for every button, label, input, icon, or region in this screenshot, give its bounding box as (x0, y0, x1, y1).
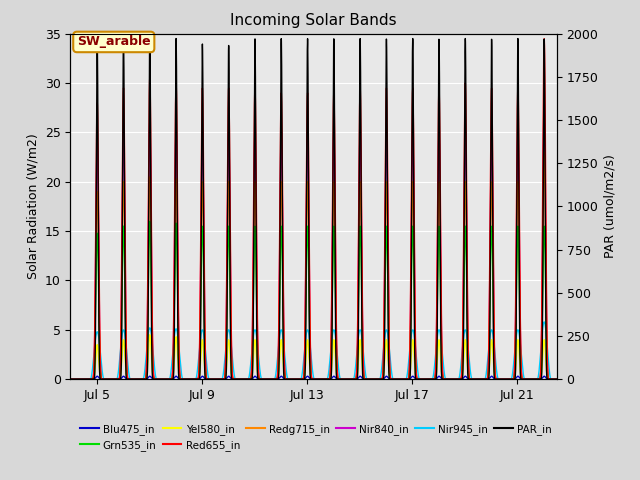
PAR_in (553, 376, 561, 382)
Redg715_in (202, 374, 210, 380)
Blu475_in (553, 376, 561, 382)
Grn535_in (507, 376, 515, 382)
Red655_in (202, 373, 210, 379)
Line: Nir840_in: Nir840_in (70, 103, 557, 379)
Nir840_in (361, 376, 369, 382)
PAR_in (171, 264, 179, 270)
Redg715_in (507, 376, 515, 382)
Line: Nir945_in: Nir945_in (70, 322, 557, 379)
Nir840_in (202, 374, 210, 380)
PAR_in (146, 32, 154, 37)
Nir945_in (553, 376, 561, 382)
PAR_in (67, 376, 74, 382)
PAR_in (369, 376, 377, 382)
Redg715_in (553, 376, 561, 382)
Blu475_in (361, 376, 369, 382)
Nir945_in (171, 332, 179, 337)
Red655_in (507, 376, 515, 382)
Nir945_in (369, 376, 377, 382)
Nir840_in (369, 376, 377, 382)
Grn535_in (146, 218, 154, 224)
Blu475_in (553, 376, 561, 382)
Nir840_in (171, 232, 179, 238)
Text: SW_arable: SW_arable (77, 36, 150, 48)
Blu475_in (461, 373, 469, 379)
Yel580_in (369, 376, 377, 382)
Red655_in (361, 376, 369, 382)
Line: Yel580_in: Yel580_in (70, 335, 557, 379)
Nir945_in (67, 376, 74, 382)
Yel580_in (67, 376, 74, 382)
PAR_in (507, 376, 515, 382)
Nir840_in (67, 376, 74, 382)
Grn535_in (361, 376, 369, 382)
Redg715_in (369, 376, 377, 382)
Line: PAR_in: PAR_in (70, 35, 557, 379)
Redg715_in (553, 376, 561, 382)
Red655_in (540, 36, 548, 42)
PAR_in (361, 376, 369, 382)
Red655_in (67, 376, 74, 382)
Grn535_in (553, 376, 561, 382)
Red655_in (171, 207, 179, 213)
Grn535_in (67, 376, 74, 382)
Nir840_in (553, 376, 561, 382)
Line: Red655_in: Red655_in (70, 39, 557, 379)
Grn535_in (202, 375, 210, 381)
Yel580_in (553, 376, 561, 382)
Y-axis label: PAR (umol/m2/s): PAR (umol/m2/s) (604, 155, 617, 258)
Redg715_in (171, 262, 179, 267)
Legend: Blu475_in, Grn535_in, Yel580_in, Red655_in, Redg715_in, Nir840_in, Nir945_in, PA: Blu475_in, Grn535_in, Yel580_in, Red655_… (76, 420, 556, 455)
Red655_in (369, 376, 377, 382)
Yel580_in (553, 376, 561, 382)
Blu475_in (67, 376, 74, 382)
Blu475_in (507, 376, 515, 382)
Y-axis label: Solar Radiation (W/m2): Solar Radiation (W/m2) (26, 133, 39, 279)
Nir945_in (507, 376, 515, 382)
Redg715_in (67, 376, 74, 382)
Redg715_in (361, 376, 369, 382)
Blu475_in (369, 376, 377, 382)
Redg715_in (540, 149, 548, 155)
Nir945_in (540, 319, 548, 325)
Title: Incoming Solar Bands: Incoming Solar Bands (230, 13, 397, 28)
PAR_in (553, 376, 561, 382)
Nir840_in (553, 376, 561, 382)
Red655_in (553, 376, 561, 382)
Yel580_in (361, 376, 369, 382)
Blu475_in (202, 376, 210, 382)
Nir945_in (553, 376, 561, 382)
Yel580_in (171, 349, 179, 355)
Line: Redg715_in: Redg715_in (70, 152, 557, 379)
Grn535_in (369, 376, 377, 382)
Yel580_in (202, 376, 210, 382)
Grn535_in (171, 278, 179, 284)
Nir840_in (540, 100, 548, 106)
Line: Grn535_in: Grn535_in (70, 221, 557, 379)
Line: Blu475_in: Blu475_in (70, 376, 557, 379)
Grn535_in (553, 376, 561, 382)
Nir945_in (361, 362, 369, 368)
PAR_in (202, 376, 210, 382)
Yel580_in (507, 376, 515, 382)
Yel580_in (146, 332, 154, 338)
Nir840_in (507, 376, 515, 382)
Nir945_in (202, 356, 210, 362)
Blu475_in (171, 374, 179, 380)
Red655_in (553, 376, 561, 382)
